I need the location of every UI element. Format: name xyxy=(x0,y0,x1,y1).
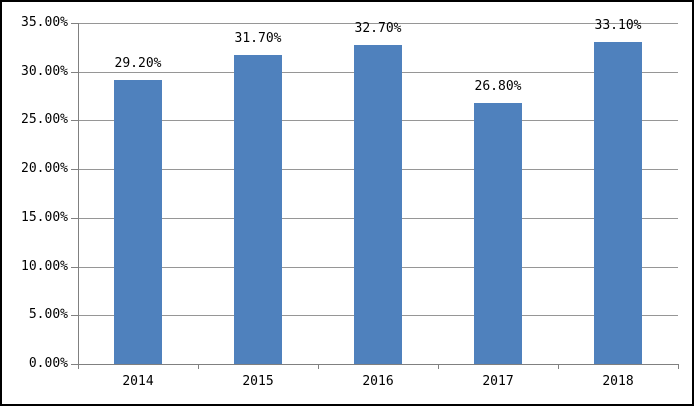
y-gridline xyxy=(78,23,678,24)
x-axis-tick xyxy=(78,364,79,369)
y-axis-tick-label: 5.00% xyxy=(28,307,68,322)
bar-data-label: 29.20% xyxy=(114,56,162,71)
x-axis-tick xyxy=(198,364,199,369)
y-axis-tick xyxy=(71,72,78,73)
y-axis-tick-label: 30.00% xyxy=(21,64,68,79)
y-axis-tick xyxy=(71,315,78,316)
bar-data-label: 26.80% xyxy=(474,79,522,94)
y-axis-line xyxy=(78,23,79,369)
x-axis-tick xyxy=(438,364,439,369)
y-axis-tick-label: 0.00% xyxy=(28,356,68,371)
x-axis-line xyxy=(78,364,679,365)
x-axis-tick xyxy=(678,364,679,369)
y-axis-tick xyxy=(71,364,78,365)
x-axis-tick xyxy=(318,364,319,369)
y-axis-tick-label: 10.00% xyxy=(21,259,68,274)
bar-data-label: 31.70% xyxy=(234,31,282,46)
y-axis-tick xyxy=(71,267,78,268)
x-axis-category-label: 2018 xyxy=(602,374,634,389)
bar xyxy=(354,45,402,364)
y-axis-tick-label: 20.00% xyxy=(21,161,68,176)
bar-data-label: 32.70% xyxy=(354,21,402,36)
x-axis-category-label: 2014 xyxy=(122,374,154,389)
bar xyxy=(594,42,642,364)
x-axis-category-label: 2015 xyxy=(242,374,274,389)
y-axis-tick xyxy=(71,169,78,170)
x-axis-category-label: 2017 xyxy=(482,374,514,389)
bar xyxy=(474,103,522,364)
y-axis-tick xyxy=(71,120,78,121)
bar xyxy=(114,80,162,364)
bar xyxy=(234,55,282,364)
x-axis-tick xyxy=(558,364,559,369)
x-axis-category-label: 2016 xyxy=(362,374,394,389)
y-axis-tick-label: 35.00% xyxy=(21,15,68,30)
y-axis-tick-label: 15.00% xyxy=(21,210,68,225)
y-axis-tick xyxy=(71,23,78,24)
y-axis-tick-label: 25.00% xyxy=(21,112,68,127)
bar-data-label: 33.10% xyxy=(594,18,642,33)
y-axis-tick xyxy=(71,218,78,219)
